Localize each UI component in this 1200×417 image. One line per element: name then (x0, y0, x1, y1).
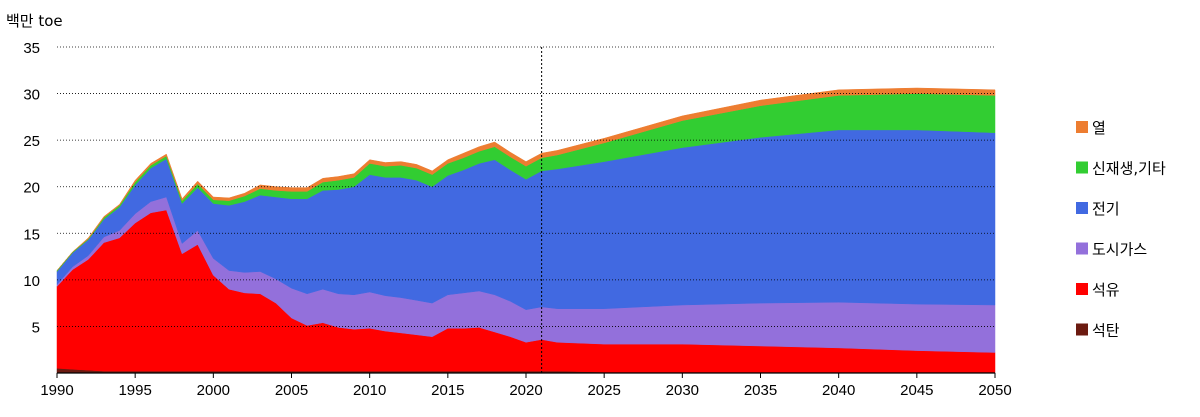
x-tick-label-12: 2050 (978, 382, 1011, 399)
x-tick-label-3: 2005 (275, 382, 308, 399)
y-tick-label-3: 20 (23, 180, 40, 197)
y-tick-label-6: 35 (23, 40, 40, 57)
x-tick-label-11: 2045 (900, 382, 933, 399)
x-axis-ticks: 1990 1995 2000 2005 2010 2015 2020 2025 2030 2035… (40, 373, 1012, 399)
chart-areas (56, 87, 996, 374)
y-tick-label-4: 25 (23, 133, 40, 150)
x-tick-label-4: 2010 (353, 382, 386, 399)
y-tick-label-2: 15 (23, 226, 40, 243)
chart-gridlines (57, 46, 995, 327)
legend-swatch-2 (1076, 202, 1088, 214)
legend-swatch-5 (1076, 323, 1088, 336)
legend-label-3: 도시가스 (1092, 241, 1147, 259)
x-tick-label-5: 2015 (431, 382, 464, 399)
legend-label-2: 전기 (1092, 200, 1120, 218)
legend-label-1: 신재생,기타 (1092, 160, 1166, 178)
x-tick-label-6: 2020 (509, 382, 542, 399)
y-tick-label-5: 30 (23, 87, 40, 104)
legend-label-4: 석유 (1092, 281, 1120, 299)
legend-swatch-3 (1076, 242, 1088, 255)
x-tick-label-2: 2000 (197, 382, 230, 399)
x-tick-label-8: 2030 (666, 382, 699, 399)
x-tick-label-1: 1995 (118, 382, 151, 399)
legend-swatch-4 (1076, 283, 1088, 295)
y-axis-ticks: 5 10 15 20 25 30 35 (23, 40, 40, 336)
legend-label-5: 석탄 (1092, 322, 1120, 340)
y-axis-unit-label: 백만 toe (6, 12, 63, 30)
area-series-5 (56, 87, 996, 271)
y-tick-label-1: 10 (23, 273, 40, 290)
x-tick-label-7: 2025 (587, 382, 620, 399)
y-tick-label-0: 5 (32, 319, 40, 336)
legend-swatch-0 (1076, 121, 1088, 133)
x-tick-label-9: 2035 (744, 382, 777, 399)
x-tick-label-0: 1990 (40, 382, 73, 399)
legend-swatch-1 (1076, 161, 1088, 174)
legend-label-0: 열 (1092, 119, 1106, 137)
x-tick-label-10: 2040 (822, 382, 855, 399)
